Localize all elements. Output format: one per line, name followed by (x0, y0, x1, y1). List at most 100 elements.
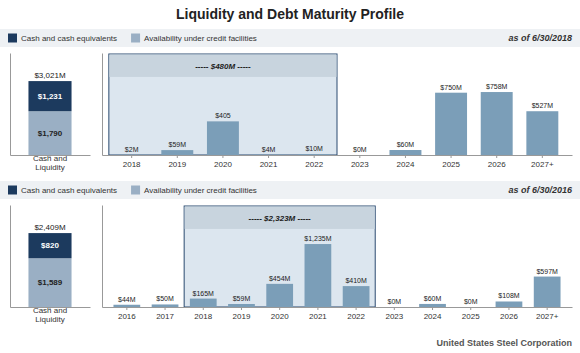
legend-swatch (131, 186, 140, 195)
bar (457, 307, 484, 308)
legend-swatch (8, 186, 17, 195)
legend-label: Availability under credit facilities (144, 186, 257, 195)
x-axis-tick-label: 2027+ (536, 312, 559, 321)
bar (266, 284, 293, 307)
x-axis-tick-mark (126, 307, 127, 310)
maturity-chart: ----- $2,323M -----$44M$50M$165M$59M$454… (103, 206, 573, 321)
x-axis-tick-label: 2022 (347, 312, 365, 321)
x-axis-tick: 2024 (397, 155, 415, 169)
bar (207, 121, 239, 155)
bar-label: $108M (498, 292, 520, 299)
x-axis-tick-mark (547, 307, 548, 310)
x-axis-tick-mark (470, 307, 471, 310)
highlight-box (184, 206, 375, 307)
bar (228, 304, 255, 307)
bar-label: $44M (118, 296, 136, 303)
x-axis-tick-mark (451, 155, 452, 158)
bar (113, 305, 140, 307)
x-axis-tick-label: 2023 (385, 312, 403, 321)
x-axis-tick-label-line: Cash and (33, 306, 67, 315)
subtitle-strip (0, 181, 580, 199)
segment-label: $820 (41, 241, 59, 250)
bar-label: $10M (305, 145, 323, 152)
y-axis (102, 206, 103, 308)
x-axis: Cash andLiquidity (11, 306, 91, 324)
x-axis-tick-label: 2027+ (531, 160, 554, 169)
plot-area (28, 233, 71, 307)
x-axis-tick: 2027+ (531, 155, 554, 169)
stacked-bar-segment (28, 111, 71, 155)
bar (481, 92, 513, 155)
bar-label: $750M (440, 84, 462, 91)
title: Liquidity and Debt Maturity Profile (176, 6, 404, 22)
y-axis (102, 54, 103, 156)
bar-label: $59M (169, 141, 187, 148)
x-axis-tick-mark (241, 307, 242, 310)
x-axis-tick: 2021 (260, 155, 278, 169)
x-axis-tick: 2024 (424, 307, 442, 321)
x-axis-tick-mark (508, 307, 509, 310)
legend-label: Availability under credit facilities (144, 34, 257, 43)
bar (152, 304, 179, 307)
subtitle: as of 6/30/2018 (508, 33, 572, 43)
x-axis-tick-label-line: Cash and (33, 154, 67, 163)
legend-item: Availability under credit facilities (131, 34, 257, 43)
bar-label: $4M (262, 146, 276, 153)
segment-label: $1,790 (38, 129, 63, 138)
x-axis-tick-label: 2018 (194, 312, 212, 321)
subtitle: as of 6/30/2016 (508, 185, 573, 195)
bar-label: $0M (464, 298, 478, 305)
bar (381, 307, 408, 308)
bar-label: $758M (486, 83, 508, 90)
plot-area (113, 206, 560, 307)
x-axis-tick-mark (314, 155, 315, 158)
x-axis-tick-label: Cash andLiquidity (33, 306, 67, 324)
bar-label: $0M (353, 146, 367, 153)
x-axis-tick-label: 2025 (442, 160, 460, 169)
x-axis-tick: 2026 (500, 307, 518, 321)
bar-label: $60M (424, 295, 442, 302)
x-axis-tick-label: 2025 (462, 312, 480, 321)
legend-swatch (131, 34, 140, 43)
x-axis-line (103, 155, 573, 156)
x-axis-tick-label: 2023 (351, 160, 369, 169)
total-label: $3,021M (34, 71, 65, 80)
x-axis-tick-mark (359, 155, 360, 158)
x-axis-tick-label: 2021 (309, 312, 327, 321)
bar (298, 154, 330, 155)
highlight-box-header (109, 55, 336, 77)
bar-label: $410M (345, 277, 367, 284)
x-axis: 2016201720182019202020212022202320242025… (103, 307, 573, 321)
x-axis-tick-mark (131, 155, 132, 158)
x-axis-tick-label: 2018 (123, 160, 141, 169)
y-axis (10, 206, 11, 308)
x-axis-tick: 2020 (271, 307, 289, 321)
bar-label: $405 (215, 112, 231, 119)
x-axis-tick-mark (394, 307, 395, 310)
segment-label: $1,589 (38, 278, 63, 287)
legend-label: Cash and cash equivalents (21, 186, 117, 195)
x-axis-tick: 2019 (168, 155, 186, 169)
x-axis-tick-mark (317, 307, 318, 310)
x-axis-tick: 2021 (309, 307, 327, 321)
x-axis-tick: 2019 (233, 307, 251, 321)
x-axis-tick: 2020 (214, 155, 232, 169)
x-axis: 2018201920202021202220232024202520262027… (103, 155, 573, 169)
liquidity-chart: $1,589$820$2,409MCash andLiquidity (11, 206, 91, 324)
x-axis-tick-mark (203, 307, 204, 310)
bar-label: $50M (156, 295, 174, 302)
bar-label: $60M (397, 141, 415, 148)
x-axis-tick: 2018 (194, 307, 212, 321)
data-labels: $1,790$1,231$3,021M (34, 71, 65, 138)
bar-label: $597M (536, 268, 558, 275)
x-axis-tick-label: 2026 (500, 312, 518, 321)
chart-texts: ----- $480M -----$2M$59M$405$4M$10M$0M$6… (125, 62, 553, 153)
y-axis-line (102, 206, 103, 308)
legend-label: Cash and cash equivalents (21, 34, 117, 43)
bar-label: $454M (269, 275, 291, 282)
annotation: ----- $480M ----- (195, 62, 251, 71)
x-axis-tick-mark (542, 155, 543, 158)
data-labels: $1,589$820$2,409M (34, 223, 65, 287)
x-axis-tick: 2023 (385, 307, 403, 321)
x-axis-tick-mark (165, 307, 166, 310)
